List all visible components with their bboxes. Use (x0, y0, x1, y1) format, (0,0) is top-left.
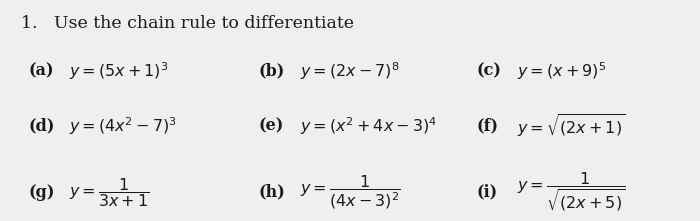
Text: (a): (a) (28, 62, 53, 79)
Text: $y = (4x^2 - 7)^3$: $y = (4x^2 - 7)^3$ (64, 115, 177, 137)
Text: $y = \dfrac{1}{3x+1}$: $y = \dfrac{1}{3x+1}$ (64, 176, 150, 209)
Text: (d): (d) (28, 118, 55, 134)
Text: (h): (h) (259, 184, 286, 201)
Text: $y = (x^2 + 4x - 3)^4$: $y = (x^2 + 4x - 3)^4$ (295, 115, 438, 137)
Text: $y = (x + 9)^5$: $y = (x + 9)^5$ (512, 60, 606, 82)
Text: $y = (5x + 1)^3$: $y = (5x + 1)^3$ (64, 60, 169, 82)
Text: (c): (c) (476, 62, 501, 79)
Text: 1.   Use the chain rule to differentiate: 1. Use the chain rule to differentiate (21, 15, 354, 32)
Text: (f): (f) (476, 118, 498, 134)
Text: (e): (e) (259, 118, 284, 134)
Text: $y = \dfrac{1}{(4x-3)^2}$: $y = \dfrac{1}{(4x-3)^2}$ (295, 173, 401, 211)
Text: (g): (g) (28, 184, 55, 201)
Text: $y = (2x - 7)^8$: $y = (2x - 7)^8$ (295, 60, 400, 82)
Text: $y = \dfrac{1}{\sqrt{(2x+5)}}$: $y = \dfrac{1}{\sqrt{(2x+5)}}$ (512, 171, 626, 214)
Text: (i): (i) (476, 184, 497, 201)
Text: $y = \sqrt{(2x+1)}$: $y = \sqrt{(2x+1)}$ (512, 112, 626, 139)
Text: (b): (b) (259, 62, 286, 79)
